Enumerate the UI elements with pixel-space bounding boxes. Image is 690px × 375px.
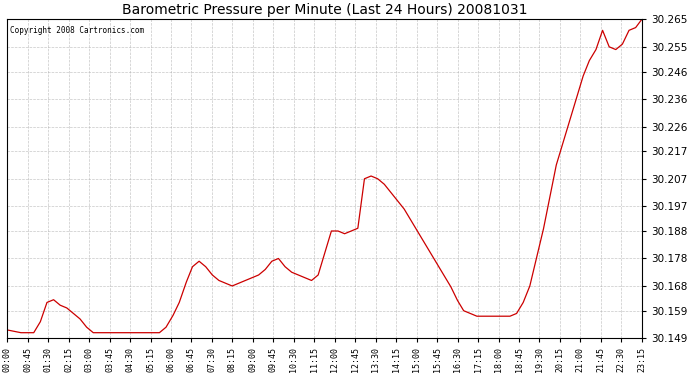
Text: Copyright 2008 Cartronics.com: Copyright 2008 Cartronics.com: [10, 26, 145, 35]
Title: Barometric Pressure per Minute (Last 24 Hours) 20081031: Barometric Pressure per Minute (Last 24 …: [122, 3, 527, 17]
